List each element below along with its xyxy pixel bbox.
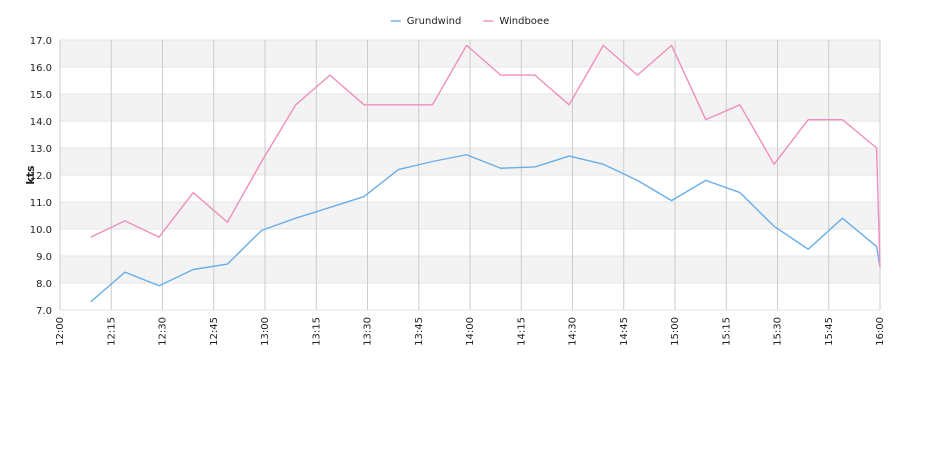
y-tick-label: 15.0 xyxy=(30,90,52,101)
y-tick-label: 7.0 xyxy=(36,306,52,317)
y-tick-label: 9.0 xyxy=(36,252,52,263)
y-tick-label: 10.0 xyxy=(30,225,52,236)
x-tick-label: 12:00 xyxy=(55,317,66,346)
x-tick-label: 15:30 xyxy=(773,317,784,346)
x-tick-label: 12:30 xyxy=(158,317,169,346)
x-tick-label: 13:00 xyxy=(260,317,271,346)
x-tick-label: 14:00 xyxy=(465,317,476,346)
x-tick-label: 15:15 xyxy=(721,317,732,346)
x-tick-label: 12:45 xyxy=(209,317,220,346)
y-tick-label: 17.0 xyxy=(30,36,52,47)
y-tick-label: 8.0 xyxy=(36,279,52,290)
series-line-grundwind xyxy=(90,154,881,303)
y-tick-label: 11.0 xyxy=(30,198,52,209)
y-axis-title: kts xyxy=(24,165,37,185)
x-tick-label: 13:45 xyxy=(414,317,425,346)
legend-label-grundwind[interactable]: Grundwind xyxy=(407,16,462,27)
x-tick-label: 15:00 xyxy=(670,317,681,346)
x-tick-label: 13:15 xyxy=(311,317,322,346)
x-tick-label: 12:15 xyxy=(106,317,117,346)
x-tick-label: 15:45 xyxy=(824,317,835,346)
series-line-windboee xyxy=(90,44,881,267)
x-tick-label: 14:45 xyxy=(619,317,630,346)
y-tick-label: 13.0 xyxy=(30,144,52,155)
x-tick-label: 13:30 xyxy=(363,317,374,346)
x-tick-label: 14:15 xyxy=(516,317,527,346)
y-tick-label: 14.0 xyxy=(30,117,52,128)
legend-label-windboee[interactable]: Windboee xyxy=(499,16,549,27)
y-tick-label: 16.0 xyxy=(30,63,52,74)
x-tick-label: 16:00 xyxy=(875,317,886,346)
y-tick-label: 12.0 xyxy=(30,171,52,182)
x-tick-label: 14:30 xyxy=(568,317,579,346)
